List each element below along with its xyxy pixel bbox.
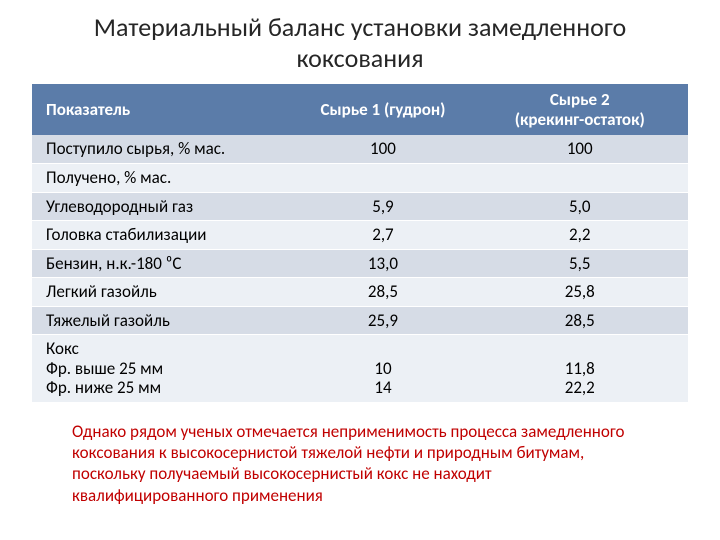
col-header-2: Сырье 2 (крекинг-остаток) — [472, 84, 689, 135]
cell-4-1: 13,0 — [294, 249, 471, 278]
col-header-1: Сырье 1 (гудрон) — [294, 84, 471, 135]
cell-3-0: Головка стабилизации — [32, 221, 294, 250]
cell-1-2 — [472, 164, 689, 193]
cell-2-1: 5,9 — [294, 192, 471, 221]
slide: Материальный баланс установки замедленно… — [0, 0, 720, 540]
cell-7-1: 10 14 — [294, 335, 471, 403]
cell-0-1: 100 — [294, 135, 471, 163]
cell-0-2: 100 — [472, 135, 689, 163]
table-body: Поступило сырья, % мас.100100Получено, %… — [32, 135, 688, 402]
cell-4-2: 5,5 — [472, 249, 689, 278]
cell-5-0: Легкий газойль — [32, 278, 294, 307]
table-row: Бензин, н.к.-180 ⁰С13,05,5 — [32, 249, 688, 278]
cell-2-2: 5,0 — [472, 192, 689, 221]
cell-7-0: Кокс Фр. выше 25 мм Фр. ниже 25 мм — [32, 335, 294, 403]
cell-1-0: Получено, % мас. — [32, 164, 294, 193]
table-row: Кокс Фр. выше 25 мм Фр. ниже 25 мм 10 14… — [32, 335, 688, 403]
page-title: Материальный баланс установки замедленно… — [32, 12, 688, 74]
footnote: Однако рядом ученых отмечается непримени… — [72, 421, 648, 506]
table-row: Легкий газойль28,525,8 — [32, 278, 688, 307]
cell-3-2: 2,2 — [472, 221, 689, 250]
col-header-0: Показатель — [32, 84, 294, 135]
table-row: Углеводородный газ5,95,0 — [32, 192, 688, 221]
cell-6-0: Тяжелый газойль — [32, 306, 294, 335]
table-row: Тяжелый газойль25,928,5 — [32, 306, 688, 335]
table-row: Головка стабилизации2,72,2 — [32, 221, 688, 250]
cell-6-1: 25,9 — [294, 306, 471, 335]
cell-6-2: 28,5 — [472, 306, 689, 335]
cell-4-0: Бензин, н.к.-180 ⁰С — [32, 249, 294, 278]
cell-5-1: 28,5 — [294, 278, 471, 307]
balance-table: ПоказательСырье 1 (гудрон)Сырье 2 (креки… — [32, 84, 688, 403]
table-row: Получено, % мас. — [32, 164, 688, 193]
cell-1-1 — [294, 164, 471, 193]
table-header-row: ПоказательСырье 1 (гудрон)Сырье 2 (креки… — [32, 84, 688, 135]
cell-7-2: 11,8 22,2 — [472, 335, 689, 403]
cell-5-2: 25,8 — [472, 278, 689, 307]
cell-3-1: 2,7 — [294, 221, 471, 250]
table-row: Поступило сырья, % мас.100100 — [32, 135, 688, 163]
cell-2-0: Углеводородный газ — [32, 192, 294, 221]
table-head: ПоказательСырье 1 (гудрон)Сырье 2 (креки… — [32, 84, 688, 135]
cell-0-0: Поступило сырья, % мас. — [32, 135, 294, 163]
